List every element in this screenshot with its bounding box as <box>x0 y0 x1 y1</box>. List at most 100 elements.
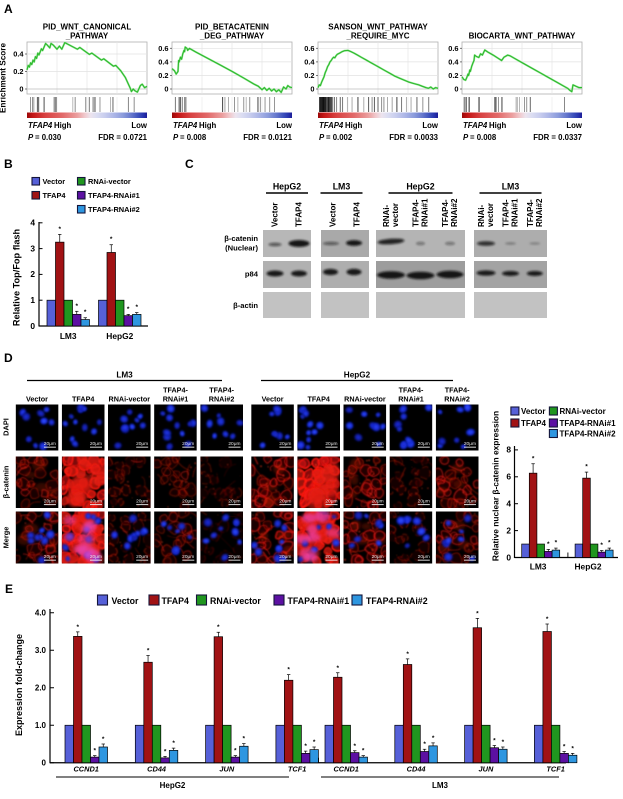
svg-text:1: 1 <box>30 295 35 305</box>
svg-text:_PATHWAY: _PATHWAY <box>65 32 109 41</box>
svg-text:*: * <box>608 540 611 547</box>
svg-text:B: B <box>4 157 13 171</box>
svg-text:HepG2: HepG2 <box>575 562 602 572</box>
svg-text:Low: Low <box>131 121 148 130</box>
svg-text:20μm: 20μm <box>228 441 240 447</box>
svg-text:High: High <box>489 121 507 130</box>
svg-text:_DEG_PATHWAY: _DEG_PATHWAY <box>199 32 265 41</box>
svg-text:*: * <box>136 304 139 311</box>
svg-text:20μm: 20μm <box>418 554 430 560</box>
svg-text:TFAP4-RNAi#1: TFAP4-RNAi#1 <box>288 596 350 606</box>
svg-text:20μm: 20μm <box>372 499 384 505</box>
svg-text:4.0: 4.0 <box>35 609 47 618</box>
svg-text:DAPI: DAPI <box>2 418 11 436</box>
svg-text:TFAP4-: TFAP4- <box>209 386 234 395</box>
svg-text:3.0: 3.0 <box>35 646 47 655</box>
svg-text:TFAP4-: TFAP4- <box>526 199 535 227</box>
svg-text:CD44: CD44 <box>407 765 426 774</box>
svg-text:*: * <box>84 309 87 316</box>
svg-text:0.2: 0.2 <box>158 71 168 80</box>
svg-text:P: P <box>319 133 325 142</box>
svg-text:Vector: Vector <box>112 596 139 606</box>
svg-text:High: High <box>199 121 217 130</box>
svg-text:Enrichment Score: Enrichment Score <box>0 43 8 114</box>
svg-text:Vector: Vector <box>329 203 338 227</box>
svg-text:2: 2 <box>30 269 35 279</box>
svg-text:0: 0 <box>164 85 168 94</box>
svg-text:20μm: 20μm <box>136 441 148 447</box>
svg-text:*: * <box>172 740 175 747</box>
svg-text:*: * <box>585 464 588 471</box>
svg-text:LM3: LM3 <box>60 331 77 341</box>
svg-text:(Nuclear): (Nuclear) <box>225 244 258 253</box>
svg-text:RNAi-vector: RNAi-vector <box>344 395 386 404</box>
svg-text:TFAP4-: TFAP4- <box>502 199 511 227</box>
svg-text:*: * <box>313 739 316 746</box>
svg-text:P: P <box>28 133 34 142</box>
svg-text:20μm: 20μm <box>136 499 148 505</box>
svg-text:0: 0 <box>310 85 314 94</box>
svg-text:TFAP4: TFAP4 <box>173 121 198 130</box>
svg-text:SANSON_WNT_PATHWAY: SANSON_WNT_PATHWAY <box>328 23 428 32</box>
svg-text:A: A <box>4 2 13 16</box>
svg-text:RNAi-: RNAi- <box>382 204 391 227</box>
svg-text:β-catenin: β-catenin <box>224 234 258 243</box>
svg-text:*: * <box>337 665 340 672</box>
svg-text:0.6: 0.6 <box>448 44 458 53</box>
svg-text:Expression fold-change: Expression fold-change <box>14 634 24 736</box>
svg-text:TFAP4: TFAP4 <box>319 121 344 130</box>
svg-text:HepG2: HepG2 <box>344 371 371 380</box>
svg-text:*: * <box>147 648 150 655</box>
svg-text:*: * <box>546 616 549 623</box>
svg-text:High: High <box>345 121 363 130</box>
svg-text:p84: p84 <box>245 270 259 279</box>
svg-text:20μm: 20μm <box>325 554 337 560</box>
svg-text:Merge: Merge <box>2 527 11 549</box>
svg-text:20μm: 20μm <box>325 441 337 447</box>
svg-text:0: 0 <box>506 552 511 562</box>
svg-text:Low: Low <box>276 121 293 130</box>
svg-text:20μm: 20μm <box>279 441 291 447</box>
svg-text:*: * <box>127 306 130 313</box>
svg-text:*: * <box>532 455 535 462</box>
svg-text:*: * <box>94 748 97 755</box>
svg-text:*: * <box>571 745 574 752</box>
svg-text:FDR = 0.0337: FDR = 0.0337 <box>533 133 582 142</box>
svg-text:20μm: 20μm <box>182 441 194 447</box>
svg-text:TFAP4-RNAi#2: TFAP4-RNAi#2 <box>560 429 617 438</box>
svg-text:RNAi#2: RNAi#2 <box>209 395 235 404</box>
svg-text:TCF1: TCF1 <box>546 765 564 774</box>
svg-text:20μm: 20μm <box>372 554 384 560</box>
svg-text:β-catenin: β-catenin <box>2 465 11 498</box>
svg-text:20μm: 20μm <box>372 441 384 447</box>
svg-text:RNAi#2: RNAi#2 <box>444 395 470 404</box>
svg-text:20μm: 20μm <box>464 554 476 560</box>
svg-text:LM3: LM3 <box>333 182 351 192</box>
svg-text:RNAi-vector: RNAi-vector <box>109 395 151 404</box>
svg-text:20μm: 20μm <box>44 499 56 505</box>
svg-text:TFAP4: TFAP4 <box>295 202 304 227</box>
svg-text:0: 0 <box>30 321 35 331</box>
svg-text:*: * <box>110 236 113 243</box>
svg-text:Vector: Vector <box>262 395 284 404</box>
svg-text:Vector: Vector <box>521 407 545 416</box>
svg-text:JUN: JUN <box>479 765 494 774</box>
svg-text:TFAP4-RNAi#2: TFAP4-RNAi#2 <box>88 205 140 214</box>
svg-text:2: 2 <box>506 525 511 535</box>
svg-text:LM3: LM3 <box>116 371 133 380</box>
svg-text:RNAi#1: RNAi#1 <box>398 395 424 404</box>
svg-text:0.2: 0.2 <box>13 67 23 76</box>
svg-text:TFAP4-: TFAP4- <box>163 386 188 395</box>
svg-text:20μm: 20μm <box>464 499 476 505</box>
svg-text:0.2: 0.2 <box>304 71 314 80</box>
svg-text:20μm: 20μm <box>182 499 194 505</box>
svg-text:CCND1: CCND1 <box>333 765 358 774</box>
svg-text:*: * <box>59 226 62 233</box>
svg-text:*: * <box>406 651 409 658</box>
svg-text:*: * <box>423 741 426 748</box>
svg-text:0: 0 <box>42 759 47 768</box>
svg-text:0: 0 <box>19 85 23 94</box>
svg-text:0.4: 0.4 <box>13 50 24 59</box>
svg-text:TFAP4-: TFAP4- <box>399 386 424 395</box>
svg-text:0.4: 0.4 <box>448 58 459 67</box>
